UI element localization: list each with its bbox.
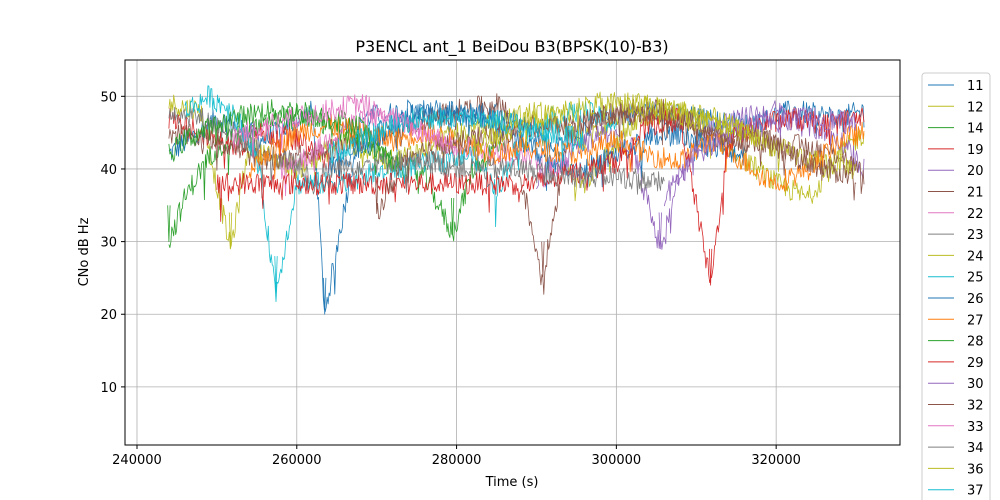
legend-label-11: 11 (967, 79, 984, 94)
legend-label-26: 26 (967, 292, 984, 307)
legend-label-33: 33 (967, 420, 984, 435)
legend-label-34: 34 (967, 441, 984, 456)
plot-frame (124, 59, 901, 446)
x-tick-label: 260000 (272, 453, 322, 468)
y-tick-label: 10 (100, 381, 117, 396)
series-line-24 (568, 100, 857, 202)
legend-label-12: 12 (967, 100, 984, 115)
series-line-25 (184, 85, 617, 302)
legend-label-37: 37 (967, 484, 984, 499)
legend-label-14: 14 (967, 122, 984, 137)
gridlines (125, 60, 900, 445)
series-line-23 (168, 106, 330, 195)
chart-title: P3ENCL ant_1 BeiDou B3(BPSK(10)-B3) (355, 37, 668, 57)
legend-label-32: 32 (967, 399, 984, 414)
series-line-28 (168, 99, 394, 176)
y-tick-label: 40 (100, 163, 117, 178)
y-tick-label: 20 (100, 308, 117, 323)
series-line-36 (472, 91, 761, 156)
x-axis-label: Time (s) (485, 475, 539, 490)
x-tick-label: 240000 (112, 453, 162, 468)
legend-label-21: 21 (967, 186, 984, 201)
axis-ticks: 240000 260000 280000 300000 320000 10 20 30 40 50 (100, 90, 801, 468)
y-tick-label: 30 (100, 236, 117, 251)
y-tick-label: 50 (100, 90, 117, 105)
legend-label-25: 25 (967, 271, 984, 286)
legend-label-30: 30 (967, 377, 984, 392)
series-line-20 (536, 100, 865, 250)
x-tick-label: 280000 (432, 453, 482, 468)
series-line-37 (328, 107, 585, 164)
legend-label-22: 22 (967, 207, 984, 222)
series-layer (167, 85, 865, 315)
x-tick-label: 300000 (592, 453, 642, 468)
legend-label-24: 24 (967, 249, 984, 264)
series-line-33 (232, 94, 457, 159)
legend-label-27: 27 (967, 313, 984, 328)
legend-frame (921, 72, 991, 500)
legend-label-23: 23 (967, 228, 984, 243)
series-line-30 (663, 107, 857, 207)
y-axis-label: CNo dB Hz (77, 217, 92, 286)
x-tick-label: 320000 (751, 453, 801, 468)
legend-label-20: 20 (967, 164, 984, 179)
legend-label-36: 36 (967, 462, 984, 477)
legend: 11 12 14 19 20 21 22 23 24 25 26 27 28 29 30 32 33 34 36 37 (921, 72, 991, 500)
legend-label-29: 29 (967, 356, 984, 371)
series-line-34 (328, 150, 665, 195)
series-line-29 (216, 107, 865, 286)
legend-label-28: 28 (967, 335, 984, 350)
legend-label-19: 19 (967, 143, 984, 158)
